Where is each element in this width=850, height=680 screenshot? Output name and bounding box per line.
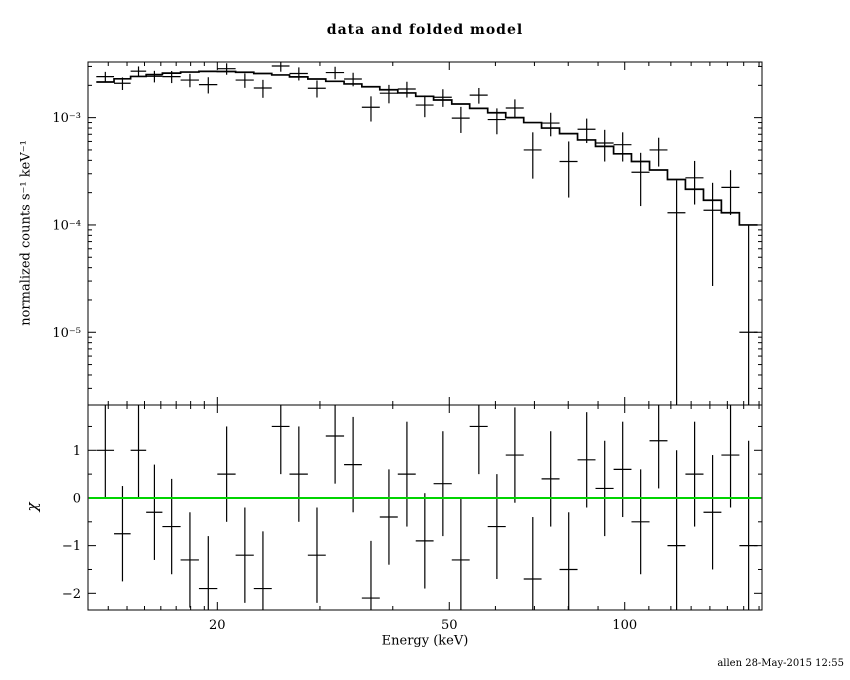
x-tick-label: 20 xyxy=(209,618,226,633)
axis-ticks xyxy=(88,62,762,610)
y-tick-label: 10⁻⁵ xyxy=(52,326,81,341)
y-tick-label: 0 xyxy=(73,491,81,506)
y-tick-label: 1 xyxy=(73,444,81,459)
spectrum-data-points xyxy=(96,62,758,405)
tick-labels: 10⁻³ 10⁻⁴ 10⁻⁵ 1 0 −1 −2 20 50 100 xyxy=(52,111,637,633)
residual-data-points xyxy=(96,405,758,610)
y-tick-label: 10⁻⁴ xyxy=(52,218,81,233)
folded-model-line xyxy=(96,70,758,226)
y-tick-label: −2 xyxy=(62,587,81,602)
x-tick-label: 100 xyxy=(612,618,637,633)
y-tick-label: 10⁻³ xyxy=(52,111,81,126)
panel-frames xyxy=(87,61,763,611)
x-tick-label: 50 xyxy=(441,618,458,633)
y-tick-label: −1 xyxy=(62,539,81,554)
plot-credit-timestamp: allen 28-May-2015 12:55 xyxy=(717,658,844,669)
x-axis-label-energy: Energy (keV) xyxy=(381,633,469,649)
plot-title: data and folded model xyxy=(326,22,524,38)
